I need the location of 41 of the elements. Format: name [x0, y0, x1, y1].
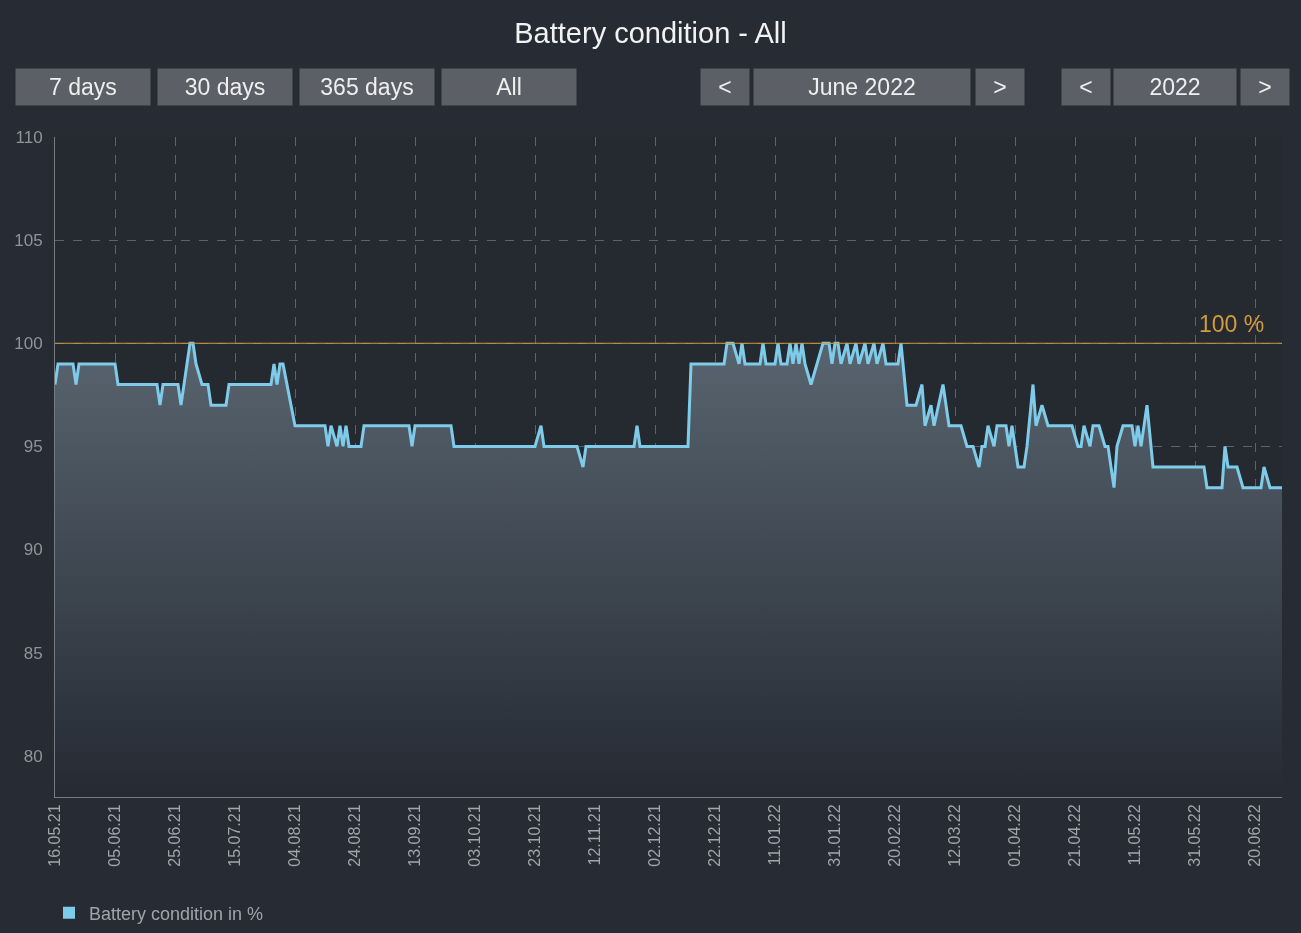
x-tick-label: 20.06.22: [1246, 804, 1264, 867]
x-tick-label: 25.06.21: [166, 804, 184, 867]
text: <: [718, 74, 732, 100]
text: June 2022: [808, 74, 916, 100]
y-tick-label: 85: [23, 643, 43, 663]
text: 2022: [1149, 74, 1201, 100]
text: All: [496, 74, 522, 100]
x-tick-label: 23.10.21: [526, 804, 544, 867]
x-tick-label: 15.07.21: [226, 804, 244, 867]
x-tick-label: 13.09.21: [406, 804, 424, 867]
text: <: [1079, 74, 1093, 100]
x-tick-label: 24.08.21: [346, 804, 364, 867]
x-tick-label: 12.03.22: [946, 804, 964, 867]
x-tick-label: 31.05.22: [1186, 804, 1204, 867]
x-tick-label: 22.12.21: [706, 804, 724, 867]
y-tick-label: 90: [23, 540, 43, 560]
x-tick-label: 05.06.21: [106, 804, 124, 867]
y-tick-label: 100: [14, 334, 43, 354]
x-tick-label: 21.04.22: [1066, 804, 1084, 867]
x-tick-label: 16.05.21: [46, 804, 64, 867]
x-tick-label: 31.01.22: [826, 804, 844, 867]
text: >: [1258, 74, 1272, 100]
chart-title: Battery condition - All: [514, 17, 787, 50]
x-tick-label: 01.04.22: [1006, 804, 1024, 867]
y-tick-label: 95: [23, 437, 43, 457]
legend-label: Battery condition in %: [89, 903, 264, 924]
text: 30 days: [184, 74, 266, 100]
y-tick-label: 80: [23, 746, 43, 766]
y-tick-label: 105: [14, 231, 43, 251]
x-tick-label: 20.02.22: [886, 804, 904, 867]
y-tick-label: 110: [15, 127, 43, 147]
text: >: [993, 74, 1007, 100]
x-tick-label: 11.05.22: [1126, 804, 1144, 866]
text: 365 days: [320, 74, 414, 100]
x-tick-label: 11.01.22: [766, 804, 784, 866]
text: 7 days: [49, 74, 117, 100]
x-tick-label: 03.10.21: [466, 804, 484, 867]
x-tick-label: 04.08.21: [286, 804, 304, 867]
ref-line-label: 100 %: [1199, 311, 1265, 337]
x-tick-label: 02.12.21: [646, 804, 664, 867]
x-tick-label: 12.11.21: [586, 804, 604, 866]
